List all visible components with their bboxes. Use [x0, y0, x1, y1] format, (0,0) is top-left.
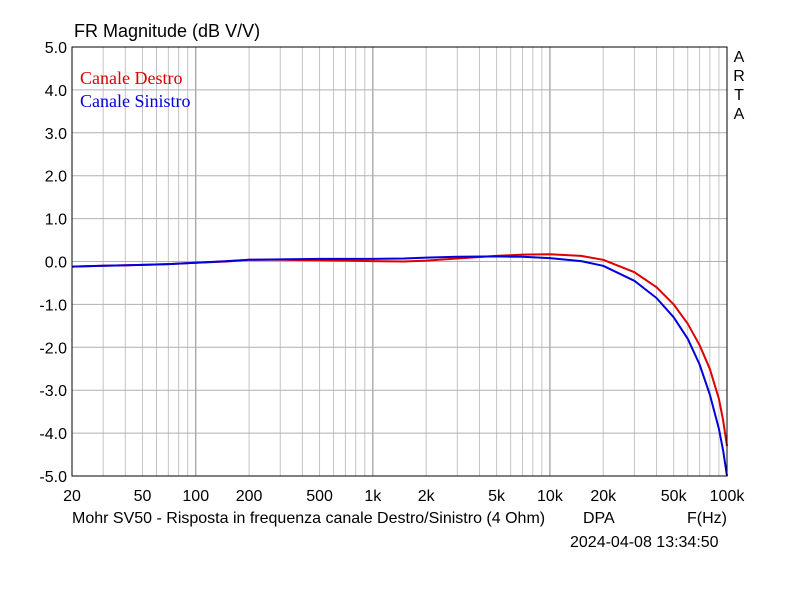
series-lines — [71, 253, 728, 477]
x-axis-label: F(Hz) — [687, 510, 727, 527]
series-line-canale-sinistro — [71, 255, 728, 477]
y-tick-label: 4.0 — [45, 83, 67, 100]
x-tick-label: 500 — [306, 488, 333, 505]
x-tick-label: 50 — [134, 488, 152, 505]
y-tick-label: -5.0 — [39, 469, 67, 486]
x-tick-label: 5k — [488, 488, 506, 505]
y-tick-label: -3.0 — [39, 383, 67, 400]
y-tick-label: -2.0 — [39, 340, 67, 357]
y-tick-label: 5.0 — [45, 40, 67, 57]
x-tick-label: 100 — [182, 488, 209, 505]
y-tick-label: -1.0 — [39, 297, 67, 314]
x-tick-label: 20 — [63, 488, 81, 505]
x-tick-label: 2k — [418, 488, 436, 505]
brand-label: DPA — [583, 510, 615, 527]
x-tick-label: 50k — [661, 488, 688, 505]
x-tick-label: 10k — [537, 488, 564, 505]
y-tick-label: 2.0 — [45, 169, 67, 186]
x-tick-label: 20k — [590, 488, 617, 505]
x-tick-label: 100k — [710, 488, 746, 505]
y-tick-label: 0.0 — [45, 255, 67, 272]
timestamp: 2024-04-08 13:34:50 — [570, 534, 719, 551]
y-tick-label: 1.0 — [45, 212, 67, 229]
tick-labels: 20 50 100 200 500 1k 2k 5k 10k 20k 50k 100k 5.0 4.0 3.… — [39, 40, 745, 505]
grid — [72, 47, 727, 476]
y-tick-label: 3.0 — [45, 126, 67, 143]
legend-entry-right-channel: Canale Destro — [80, 68, 183, 88]
y-tick-label: -4.0 — [39, 426, 67, 443]
legend-entry-left-channel: Canale Sinistro — [80, 91, 191, 111]
series-line-canale-destro — [71, 253, 728, 447]
x-tick-label: 1k — [364, 488, 382, 505]
x-tick-label: 200 — [236, 488, 263, 505]
chart-title: FR Magnitude (dB V/V) — [74, 21, 261, 41]
plot-frame — [71, 46, 728, 477]
chart-caption: Mohr SV50 - Risposta in frequenza canale… — [72, 510, 546, 527]
